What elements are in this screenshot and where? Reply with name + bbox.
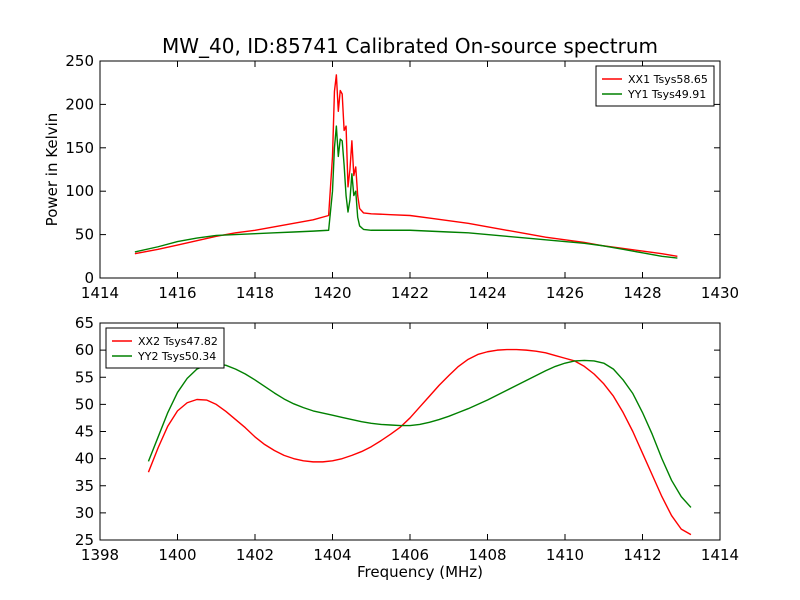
legend-entry-label: YY1 Tsys49.91 [627,88,706,101]
y-tick-label: 150 [65,139,94,157]
x-tick-label: 1406 [391,546,429,564]
x-tick-label: 1410 [546,546,584,564]
legend: XX2 Tsys47.82 YY2 Tsys50.34 [105,327,225,369]
y-tick-label: 25 [75,531,94,549]
x-tick-label: 1428 [623,284,661,302]
x-tick-label: 1414 [81,284,119,302]
legend-box [595,65,715,107]
x-tick-label: 1420 [313,284,351,302]
y-tick-label: 250 [65,52,94,70]
y-tick-label: 30 [75,504,94,522]
x-tick-label: 1412 [623,546,661,564]
y-tick-label: 50 [75,226,94,244]
legend-entry-label: XX1 Tsys58.65 [628,73,708,86]
y-tick-label: 35 [75,477,94,495]
x-tick-label: 1404 [313,546,351,564]
x-axis-label: Frequency (MHz) [357,563,483,581]
series-line-yy2 [147,359,692,508]
series-line-xx1 [134,74,678,257]
x-tick-label: 1422 [391,284,429,302]
y-tick-label: 200 [65,95,94,113]
x-tick-label: 1416 [158,284,196,302]
legend-entry-label: YY2 Tsys50.34 [137,350,216,363]
legend: XX1 Tsys58.65 YY1 Tsys49.91 [595,65,715,107]
y-tick-label: 40 [75,450,94,468]
y-tick-label: 50 [75,395,94,413]
series-line-yy1 [134,125,678,259]
x-tick-label: 1408 [468,546,506,564]
y-tick-label: 0 [84,269,94,287]
bottom-panel: 1398 1400 1402 1404 1406 1408 1410 1412 1414 25 30… [75,314,739,581]
series-line-xx2 [147,348,692,536]
x-tick-label: 1418 [236,284,274,302]
x-tick-label: 1424 [468,284,506,302]
x-tick-label: 1400 [158,546,196,564]
figure-title: MW_40, ID:85741 Calibrated On-source spe… [162,34,658,58]
x-tick-label: 1426 [546,284,584,302]
y-tick-label: 100 [65,182,94,200]
top-panel: 1414 1416 1418 1420 1422 1424 1426 1428 1430 0 50 1… [43,52,739,302]
y-axis-label: Power in Kelvin [43,113,61,227]
x-tick-label: 1398 [81,546,119,564]
y-tick-label: 65 [75,314,94,332]
x-tick-label: 1402 [236,546,274,564]
x-tick-label: 1414 [701,546,739,564]
legend-box [105,327,225,369]
y-tick-label: 60 [75,341,94,359]
legend-entry-label: XX2 Tsys47.82 [138,335,218,348]
x-tick-label: 1430 [701,284,739,302]
y-tick-label: 45 [75,423,94,441]
y-tick-label: 55 [75,368,94,386]
